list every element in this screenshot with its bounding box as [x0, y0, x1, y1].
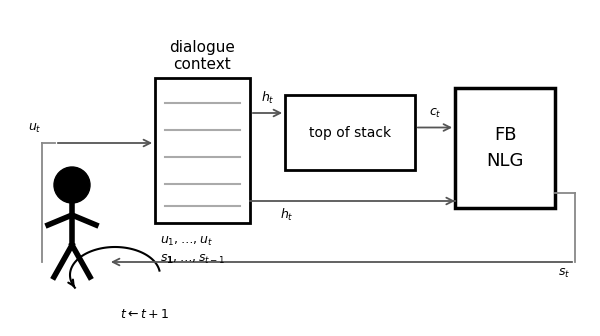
Bar — [285, 95, 415, 170]
Text: $t \leftarrow t + 1$: $t \leftarrow t + 1$ — [120, 308, 169, 321]
Text: $s_\mathbf{1}, \ldots, s_{t-1}$: $s_\mathbf{1}, \ldots, s_{t-1}$ — [160, 253, 226, 266]
Text: $u_1, \ldots, u_t$: $u_1, \ldots, u_t$ — [160, 235, 213, 248]
Bar — [155, 78, 250, 223]
Text: $u_t$: $u_t$ — [28, 122, 42, 135]
Text: $h_t$: $h_t$ — [280, 207, 293, 223]
Circle shape — [54, 167, 90, 203]
Bar — [455, 88, 555, 208]
Text: top of stack: top of stack — [309, 126, 391, 139]
Text: FB
NLG: FB NLG — [487, 126, 524, 169]
Text: dialogue
context: dialogue context — [170, 40, 235, 72]
Text: $c_t$: $c_t$ — [429, 108, 441, 121]
Text: $h_t$: $h_t$ — [260, 90, 274, 106]
Text: $s_t$: $s_t$ — [558, 267, 570, 280]
